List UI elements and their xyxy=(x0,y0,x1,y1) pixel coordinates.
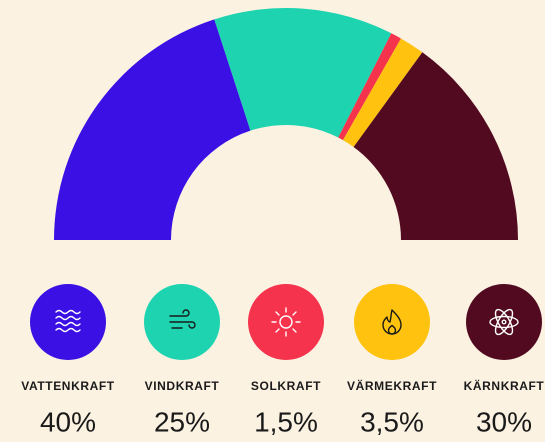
segment xyxy=(342,38,423,147)
fire-icon xyxy=(382,309,402,335)
value-label: 30% xyxy=(476,406,532,437)
value-label: 40% xyxy=(40,406,96,437)
category-label: VINDKRAFT xyxy=(145,379,220,393)
segment xyxy=(353,52,518,240)
atom-icon xyxy=(489,308,519,336)
segment xyxy=(214,7,392,138)
segment xyxy=(338,33,401,141)
category-label: KÄRNKRAFT xyxy=(464,378,545,393)
category-icon xyxy=(248,284,324,360)
segment xyxy=(54,19,251,240)
icon-glyphs xyxy=(55,307,519,337)
category-label: SOLKRAFT xyxy=(251,379,321,393)
category-icon xyxy=(30,284,106,360)
sun-icon xyxy=(271,307,301,337)
category-label: VÄRMEKRAFT xyxy=(347,378,437,393)
value-label: 3,5% xyxy=(360,406,424,437)
category-icon xyxy=(466,284,542,360)
value-label: 25% xyxy=(154,406,210,437)
category-icon xyxy=(354,284,430,360)
category-label: VATTENKRAFT xyxy=(21,379,115,393)
wind-icon xyxy=(169,309,196,329)
value-label: 1,5% xyxy=(254,406,318,437)
water-icon xyxy=(55,309,81,333)
